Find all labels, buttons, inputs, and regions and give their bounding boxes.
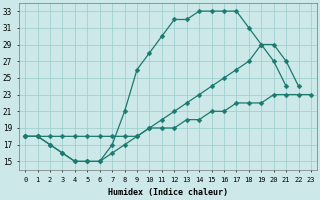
X-axis label: Humidex (Indice chaleur): Humidex (Indice chaleur) bbox=[108, 188, 228, 197]
